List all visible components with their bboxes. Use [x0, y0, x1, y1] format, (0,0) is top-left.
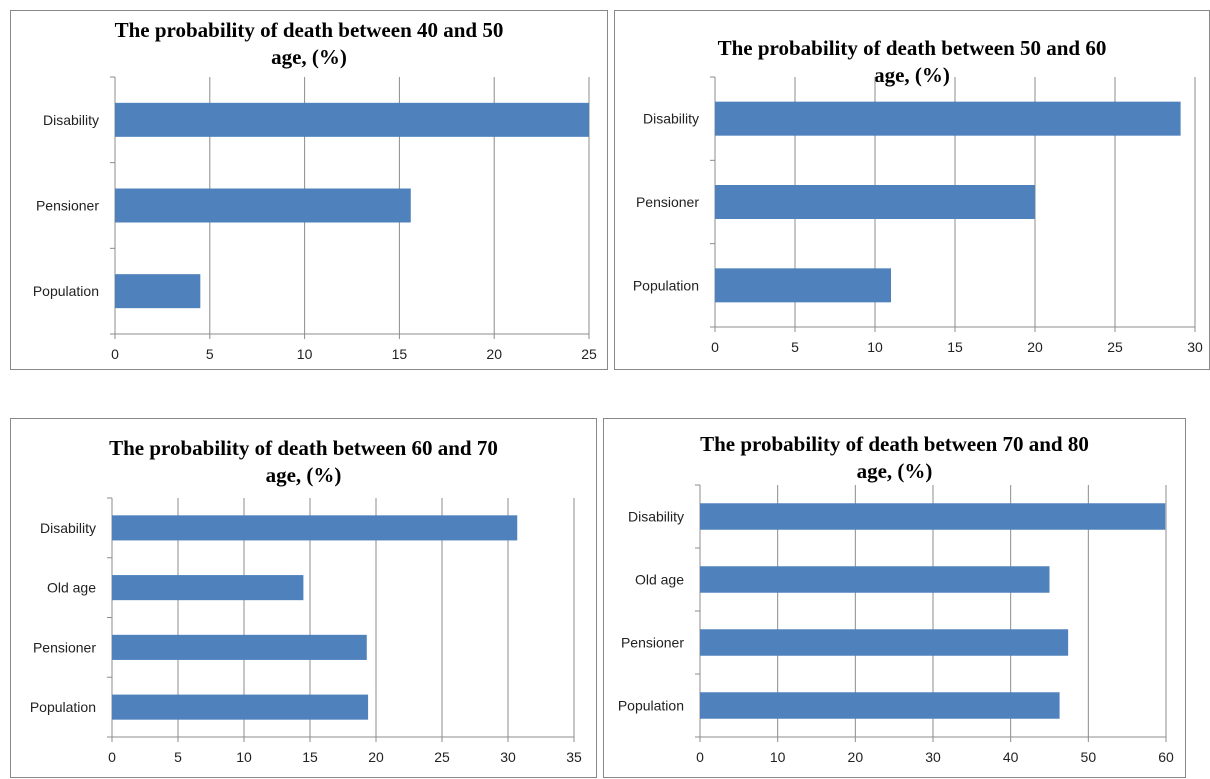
- category-label: Disability: [43, 112, 99, 128]
- chart-title: The probability of death between 50 and …: [615, 35, 1209, 89]
- bar-old-age: [700, 566, 1050, 593]
- chart-title: The probability of death between 70 and …: [604, 431, 1185, 485]
- bar-pensioner: [715, 185, 1035, 219]
- bar-disability: [715, 101, 1181, 136]
- x-tick-label: 10: [236, 749, 252, 765]
- chart-title-line-1: The probability of death between 40 and …: [114, 18, 504, 42]
- bar-pensioner: [700, 629, 1069, 656]
- chart-panel-40-50: The probability of death between 40 and …: [10, 10, 608, 370]
- chart-title: The probability of death between 60 and …: [11, 435, 596, 489]
- category-label: Pensioner: [621, 635, 684, 651]
- x-tick-label: 25: [581, 346, 597, 362]
- category-label: Population: [633, 277, 699, 293]
- x-tick-label: 5: [791, 339, 799, 355]
- category-label: Pensioner: [636, 194, 699, 210]
- bar-old-age: [112, 575, 304, 601]
- chart-title-line-2: age, (%): [265, 463, 342, 487]
- x-tick-label: 25: [434, 749, 450, 765]
- bar-chart-60-70: 0 5 10 15 20 25 30 35 Disability Old age Pensioner…: [30, 497, 582, 765]
- chart-title-line-2: age, (%): [874, 63, 950, 87]
- category-label: Disability: [628, 509, 684, 525]
- x-tick-label: 20: [848, 749, 864, 765]
- chart-title-line-1: The probability of death between 50 and …: [717, 36, 1107, 60]
- x-tick-label: 40: [1003, 749, 1019, 765]
- chart-panel-70-80: The probability of death between 70 and …: [603, 418, 1186, 778]
- bar-pensioner: [112, 634, 367, 660]
- category-label: Population: [618, 698, 684, 714]
- bar-population: [115, 274, 201, 309]
- category-label: Old age: [47, 580, 96, 596]
- x-tick-label: 0: [696, 749, 704, 765]
- chart-title-line-1: The probability of death between 60 and …: [109, 436, 498, 460]
- x-tick-label: 0: [111, 346, 119, 362]
- category-label: Disability: [643, 111, 699, 127]
- bar-population: [715, 268, 891, 303]
- bar-disability: [115, 102, 589, 137]
- x-tick-label: 20: [486, 346, 502, 362]
- bar-chart-70-80: 0 10 20 30 40 50 60 Disability Old age Pensioner P…: [618, 484, 1174, 765]
- x-tick-label: 15: [392, 346, 408, 362]
- category-label: Disability: [40, 520, 96, 536]
- bar-chart-40-50: 0 5 10 15 20 25 Disability Pensioner Population: [33, 76, 597, 362]
- x-tick-label: 20: [368, 749, 384, 765]
- x-tick-label: 30: [1187, 339, 1203, 355]
- x-tick-label: 10: [297, 346, 313, 362]
- x-tick-label: 0: [108, 749, 116, 765]
- bar-pensioner: [115, 188, 411, 223]
- bar-disability: [112, 515, 518, 541]
- x-tick-label: 35: [566, 749, 582, 765]
- x-tick-label: 20: [1027, 339, 1043, 355]
- chart-title-line-2: age, (%): [856, 459, 933, 483]
- x-tick-label: 30: [500, 749, 516, 765]
- x-tick-label: 50: [1081, 749, 1097, 765]
- category-label: Pensioner: [33, 639, 96, 655]
- chart-title: The probability of death between 40 and …: [11, 17, 607, 71]
- bar-disability: [700, 503, 1166, 530]
- chart-title-line-2: age, (%): [271, 45, 347, 69]
- chart-panel-60-70: The probability of death between 60 and …: [10, 418, 597, 778]
- x-tick-label: 5: [174, 749, 182, 765]
- chart-title-line-1: The probability of death between 70 and …: [700, 432, 1089, 456]
- bar-population: [112, 694, 369, 720]
- x-tick-label: 10: [770, 749, 786, 765]
- category-label: Population: [30, 699, 96, 715]
- category-label: Population: [33, 283, 99, 299]
- x-tick-label: 10: [867, 339, 883, 355]
- x-tick-label: 15: [302, 749, 318, 765]
- x-tick-label: 25: [1107, 339, 1123, 355]
- chart-panel-50-60: The probability of death between 50 and …: [614, 10, 1210, 370]
- x-tick-label: 60: [1158, 749, 1174, 765]
- bar-population: [700, 692, 1060, 719]
- bar-chart-50-60: 0 5 10 15 20 25 30 Disability Pensioner Populatio…: [633, 76, 1203, 355]
- x-tick-label: 30: [925, 749, 941, 765]
- category-label: Old age: [635, 572, 684, 588]
- x-tick-label: 5: [206, 346, 214, 362]
- category-label: Pensioner: [36, 198, 99, 214]
- x-tick-label: 15: [947, 339, 963, 355]
- x-tick-label: 0: [711, 339, 719, 355]
